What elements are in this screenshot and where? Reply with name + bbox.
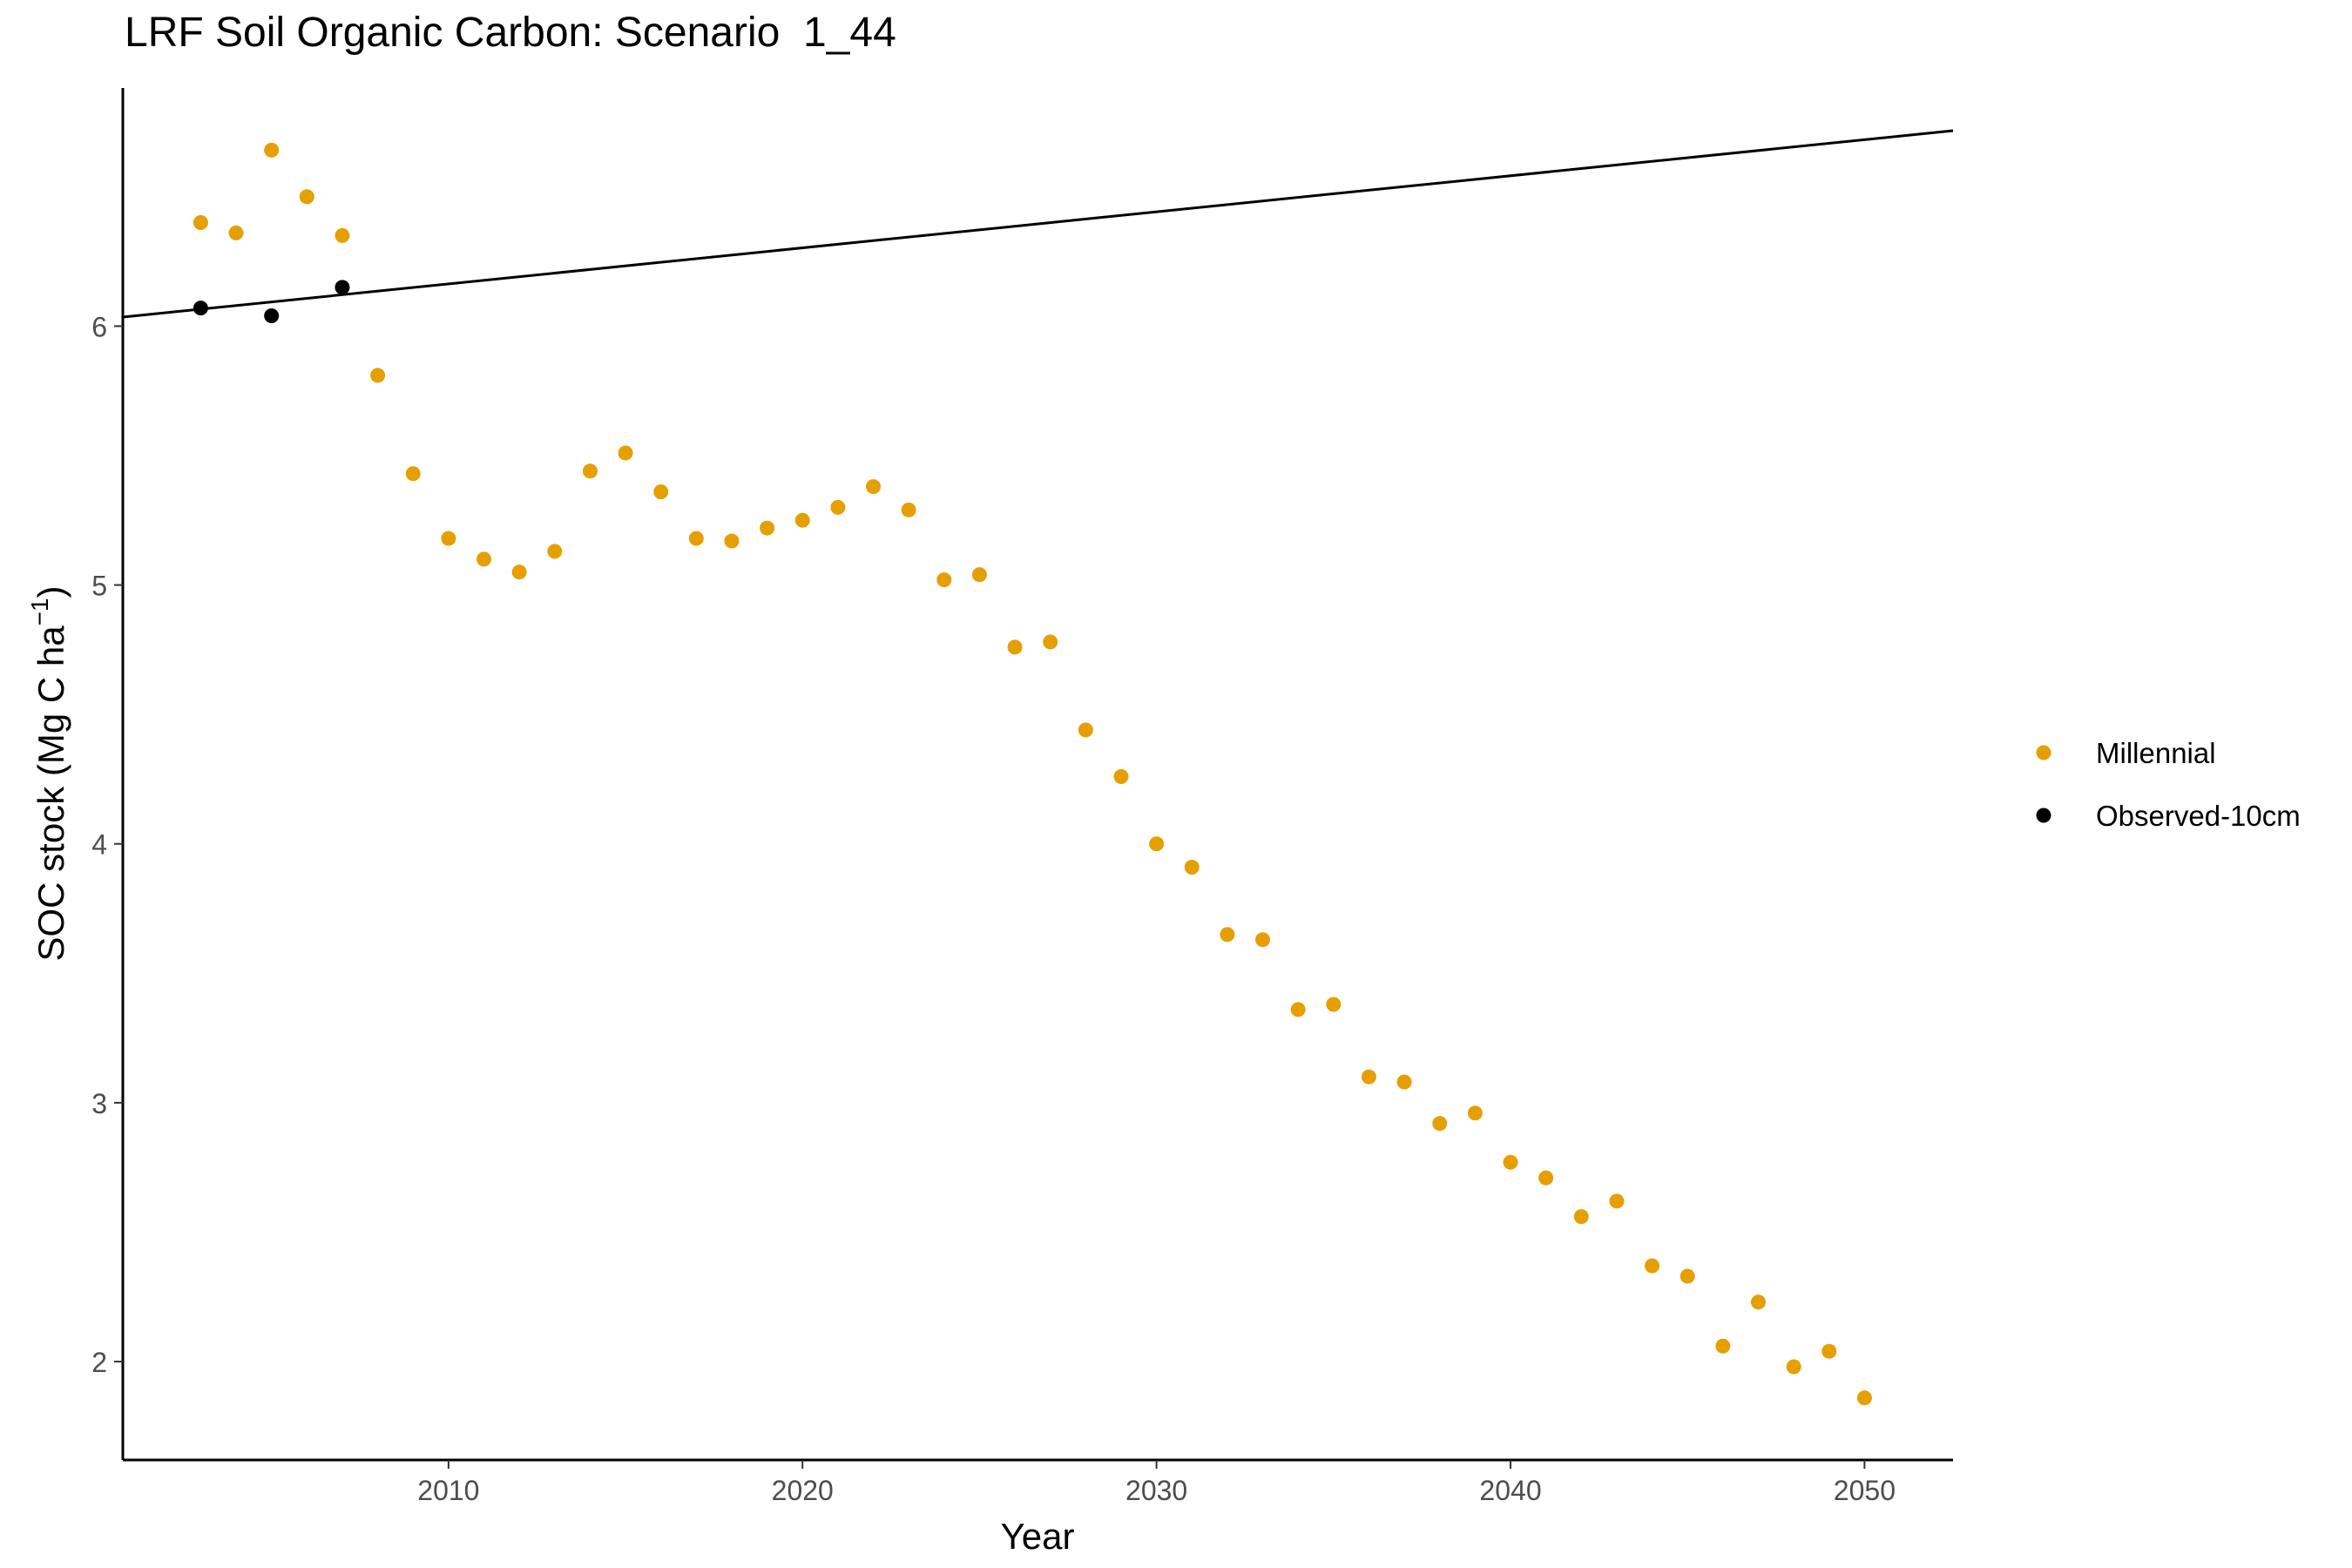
millennial-point bbox=[1149, 836, 1165, 852]
millennial-point bbox=[971, 567, 987, 583]
millennial-point bbox=[901, 502, 916, 517]
legend-key-millennial bbox=[2036, 745, 2051, 760]
x-tick-label: 2020 bbox=[772, 1475, 834, 1506]
y-tick-label: 6 bbox=[91, 311, 107, 342]
y-axis-ticks: 2 3 4 5 6 bbox=[91, 311, 123, 1378]
millennial-point bbox=[760, 520, 775, 536]
millennial-point bbox=[1396, 1074, 1412, 1090]
millennial-point bbox=[1255, 932, 1271, 948]
millennial-point bbox=[794, 512, 810, 528]
millennial-point bbox=[1220, 927, 1235, 943]
y-tick-label: 4 bbox=[91, 829, 107, 861]
millennial-point bbox=[476, 551, 492, 567]
millennial-point bbox=[370, 368, 386, 383]
millennial-point bbox=[441, 531, 456, 546]
millennial-point bbox=[1326, 997, 1342, 1012]
x-axis-label: Year bbox=[1001, 1516, 1075, 1557]
x-tick-label: 2040 bbox=[1479, 1475, 1541, 1506]
observed-10cm-point bbox=[193, 301, 208, 316]
millennial-point bbox=[1715, 1338, 1731, 1354]
millennial-point bbox=[405, 466, 421, 482]
y-axis-label-close: ) bbox=[30, 585, 71, 598]
millennial-point bbox=[1573, 1209, 1589, 1225]
millennial-point bbox=[547, 544, 563, 559]
millennial-point bbox=[193, 215, 208, 231]
millennial-point bbox=[1538, 1170, 1554, 1186]
x-tick-label: 2010 bbox=[417, 1475, 479, 1506]
observed-10cm-point bbox=[335, 280, 350, 295]
millennial-point bbox=[299, 189, 314, 205]
millennial-point bbox=[724, 533, 740, 549]
trend-line bbox=[122, 129, 1954, 319]
millennial-point bbox=[830, 499, 846, 515]
millennial-point bbox=[582, 463, 598, 479]
millennial-point bbox=[1043, 634, 1058, 650]
y-axis-label-superscript: −1 bbox=[26, 598, 53, 625]
x-tick-label: 2050 bbox=[1834, 1475, 1896, 1506]
millennial-point bbox=[1645, 1258, 1660, 1274]
trend-line-layer bbox=[122, 129, 1954, 319]
millennial-point bbox=[1290, 1002, 1306, 1017]
millennial-point bbox=[1078, 722, 1093, 738]
data-points bbox=[193, 142, 1872, 1406]
millennial-point bbox=[688, 531, 704, 546]
x-tick-label: 2030 bbox=[1125, 1475, 1187, 1506]
millennial-point bbox=[511, 564, 527, 580]
millennial-point bbox=[1750, 1294, 1766, 1310]
y-tick-label: 5 bbox=[91, 571, 107, 602]
millennial-point bbox=[866, 479, 882, 495]
millennial-point bbox=[228, 225, 244, 240]
millennial-point bbox=[1184, 859, 1200, 875]
legend-key-observed-10cm bbox=[2036, 808, 2051, 823]
y-tick-label: 3 bbox=[91, 1088, 107, 1119]
millennial-point bbox=[1609, 1193, 1625, 1209]
y-tick-label: 2 bbox=[91, 1347, 107, 1378]
chart-title: LRF Soil Organic Carbon: Scenario 1_44 bbox=[125, 10, 896, 56]
millennial-point bbox=[1007, 639, 1023, 655]
legend-label-millennial: Millennial bbox=[2096, 737, 2216, 769]
y-axis-label-main: SOC stock (Mg C ha bbox=[30, 625, 71, 962]
observed-10cm-point bbox=[264, 308, 280, 324]
millennial-point bbox=[1361, 1069, 1376, 1085]
millennial-point bbox=[1503, 1154, 1518, 1170]
millennial-point bbox=[335, 227, 350, 243]
millennial-point bbox=[1786, 1359, 1801, 1375]
millennial-point bbox=[1467, 1105, 1483, 1121]
millennial-point bbox=[1856, 1390, 1872, 1406]
x-axis-ticks: 2010 2020 2030 2040 2050 bbox=[417, 1460, 1896, 1506]
millennial-point bbox=[1113, 768, 1129, 784]
legend: Millennial Observed-10cm bbox=[2036, 737, 2301, 832]
millennial-point bbox=[1821, 1343, 1837, 1359]
millennial-point bbox=[1432, 1116, 1448, 1132]
millennial-point bbox=[264, 142, 280, 158]
millennial-point bbox=[936, 572, 952, 588]
legend-label-observed-10cm: Observed-10cm bbox=[2096, 800, 2301, 832]
millennial-point bbox=[618, 445, 633, 461]
y-axis-label: SOC stock (Mg C ha−1) bbox=[26, 585, 71, 961]
millennial-point bbox=[653, 484, 669, 500]
millennial-point bbox=[1680, 1268, 1695, 1284]
